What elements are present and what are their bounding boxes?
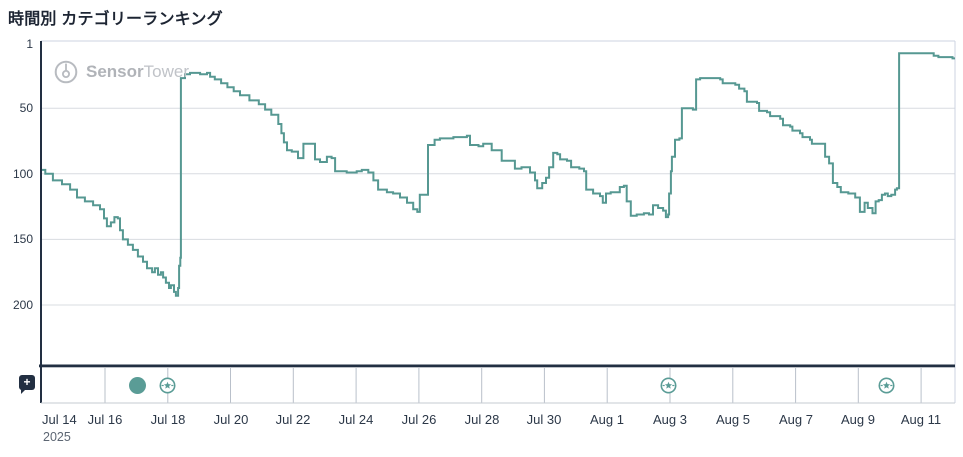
rank-line-series[interactable] <box>40 52 955 297</box>
x-tick-label-Aug-3: Aug 3 <box>653 412 687 427</box>
page-title: 時間別 カテゴリーランキング <box>8 11 223 28</box>
x-tick-label-Jul-22: Jul 22 <box>275 412 311 427</box>
x-tick-label-Jul-30: Jul 30 <box>526 412 562 427</box>
featured-star-badge-icon[interactable] <box>878 377 895 394</box>
event-dot-icon[interactable] <box>128 377 146 394</box>
comment-plus-icon[interactable]: + <box>19 375 35 394</box>
x-tick-label-Jul-14: Jul 14 <box>42 412 77 427</box>
x-tick-label-Jul-18: Jul 18 <box>150 412 186 427</box>
x-tick-label-Jul-26: Jul 26 <box>401 412 437 427</box>
x-tick-label-Aug-5: Aug 5 <box>716 412 750 427</box>
x-tick-label-Jul-24: Jul 24 <box>338 412 374 427</box>
plus-glyph: + <box>23 375 31 389</box>
x-axis-year-label: 2025 <box>43 430 71 444</box>
x-axis-line <box>39 364 955 368</box>
featured-star-badge-icon[interactable] <box>660 377 677 394</box>
y-tick-label-100: 100 <box>12 167 33 181</box>
x-tick-label-Jul-28: Jul 28 <box>464 412 500 427</box>
x-tick-label-Aug-9: Aug 9 <box>841 412 875 427</box>
x-tick-label-Jul-16: Jul 16 <box>87 412 123 427</box>
x-tick-label-Aug-7: Aug 7 <box>779 412 813 427</box>
y-tick-label-1: 1 <box>26 37 33 51</box>
y-tick-label-200: 200 <box>12 298 33 312</box>
x-tick-label-Aug-11: Aug 11 <box>900 412 942 427</box>
y-tick-label-50: 50 <box>19 101 33 115</box>
x-tick-label-Aug-1: Aug 1 <box>590 412 624 427</box>
x-tick-label-Jul-20: Jul 20 <box>213 412 249 427</box>
featured-star-badge-icon[interactable] <box>159 377 176 394</box>
y-axis-line <box>40 41 42 403</box>
y-tick-label-150: 150 <box>12 232 33 246</box>
